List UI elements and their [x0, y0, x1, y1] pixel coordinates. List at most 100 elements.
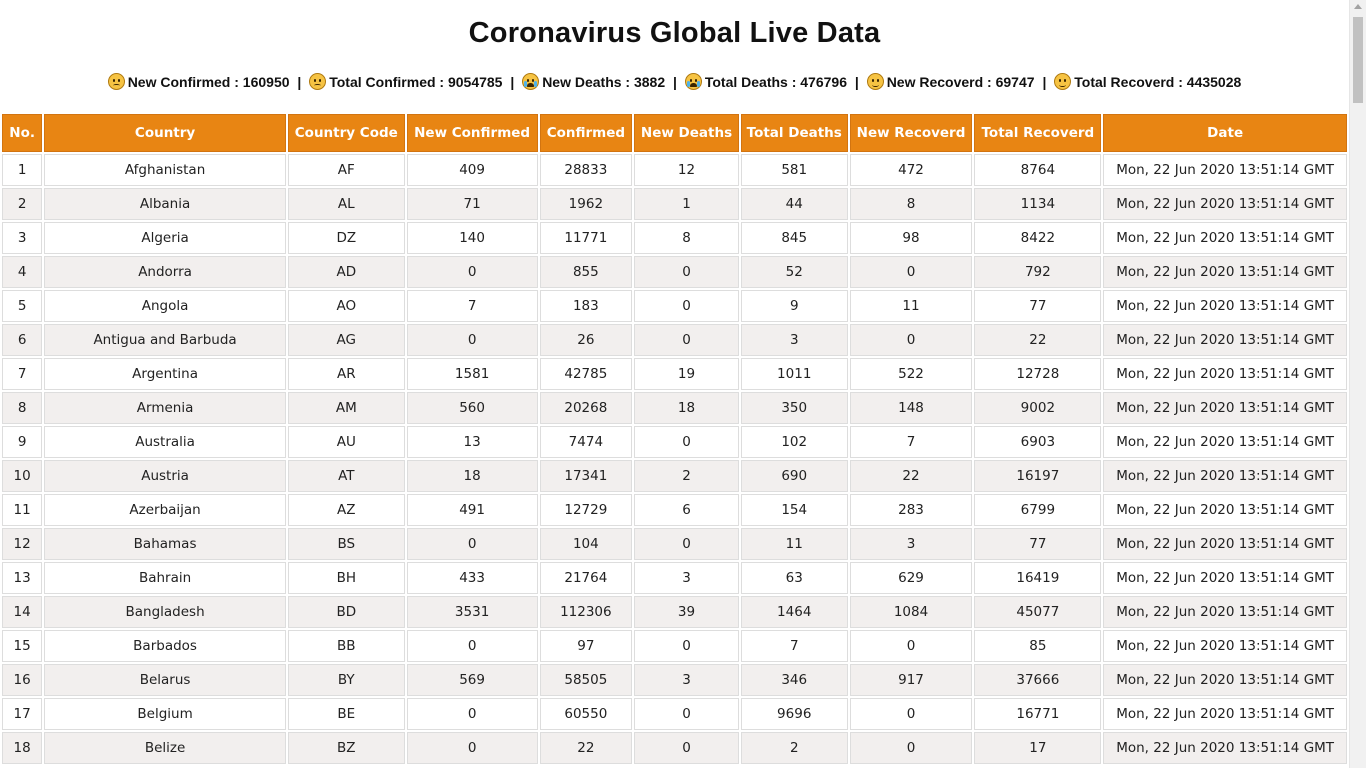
cell-total-recovered: 45077: [974, 596, 1102, 628]
cell-new-confirmed: 433: [406, 562, 538, 594]
cell-new-deaths: 6: [634, 494, 739, 526]
cell-total-recovered: 792: [974, 256, 1102, 288]
vertical-scrollbar[interactable]: [1349, 0, 1366, 768]
cell-country: Azerbaijan: [44, 494, 286, 526]
cell-new-confirmed: 560: [406, 392, 538, 424]
cell-no: 1: [2, 154, 43, 186]
cell-country-code: DZ: [287, 222, 405, 254]
header-new-confirmed: New Confirmed: [406, 114, 538, 152]
cell-total-recovered: 37666: [974, 664, 1102, 696]
cell-date: Mon, 22 Jun 2020 13:51:14 GMT: [1103, 596, 1347, 628]
header-total-recovered: Total Recoverd: [974, 114, 1102, 152]
crying-face-icon: [684, 73, 702, 90]
header-country: Country: [44, 114, 286, 152]
cell-date: Mon, 22 Jun 2020 13:51:14 GMT: [1103, 188, 1347, 220]
cell-no: 5: [2, 290, 43, 322]
cell-date: Mon, 22 Jun 2020 13:51:14 GMT: [1103, 358, 1347, 390]
cell-date: Mon, 22 Jun 2020 13:51:14 GMT: [1103, 562, 1347, 594]
scrollbar-thumb[interactable]: [1353, 17, 1363, 103]
cell-confirmed: 21764: [539, 562, 633, 594]
cell-country: Belgium: [44, 698, 286, 730]
cell-total-recovered: 8422: [974, 222, 1102, 254]
cell-total-deaths: 11: [740, 528, 848, 560]
cell-total-recovered: 16771: [974, 698, 1102, 730]
table-row: 12 Bahamas BS 0 104 0 11 3 77 Mon, 22 Jun 2020 13…: [2, 528, 1347, 560]
cell-country: Bangladesh: [44, 596, 286, 628]
cell-date: Mon, 22 Jun 2020 13:51:14 GMT: [1103, 528, 1347, 560]
cell-total-deaths: 3: [740, 324, 848, 356]
cell-new-deaths: 0: [634, 324, 739, 356]
smiling-face-icon: [1054, 73, 1072, 90]
cell-date: Mon, 22 Jun 2020 13:51:14 GMT: [1103, 256, 1347, 288]
cell-country: Austria: [44, 460, 286, 492]
scroll-up-arrow-icon[interactable]: [1354, 4, 1362, 9]
cell-new-confirmed: 140: [406, 222, 538, 254]
cell-total-deaths: 52: [740, 256, 848, 288]
cell-country-code: AR: [287, 358, 405, 390]
cell-new-recovered: 11: [849, 290, 973, 322]
sad-face-icon: [309, 73, 327, 90]
cell-confirmed: 12729: [539, 494, 633, 526]
cell-new-deaths: 3: [634, 562, 739, 594]
table-row: 6 Antigua and Barbuda AG 0 26 0 3 0 22 Mon, 22 Ju…: [2, 324, 1347, 356]
cell-total-deaths: 346: [740, 664, 848, 696]
cell-confirmed: 60550: [539, 698, 633, 730]
cell-total-deaths: 1464: [740, 596, 848, 628]
cell-total-recovered: 85: [974, 630, 1102, 662]
table-row: 4 Andorra AD 0 855 0 52 0 792 Mon, 22 Jun 2020 13…: [2, 256, 1347, 288]
cell-country: Albania: [44, 188, 286, 220]
cell-date: Mon, 22 Jun 2020 13:51:14 GMT: [1103, 630, 1347, 662]
cell-new-confirmed: 491: [406, 494, 538, 526]
cell-date: Mon, 22 Jun 2020 13:51:14 GMT: [1103, 732, 1347, 764]
cell-confirmed: 7474: [539, 426, 633, 458]
cell-new-confirmed: 0: [406, 528, 538, 560]
table-row: 2 Albania AL 71 1962 1 44 8 1134 Mon, 22 Jun 2020…: [2, 188, 1347, 220]
cell-confirmed: 42785: [539, 358, 633, 390]
cell-country-code: BS: [287, 528, 405, 560]
cell-total-deaths: 63: [740, 562, 848, 594]
cell-new-deaths: 0: [634, 256, 739, 288]
cell-confirmed: 17341: [539, 460, 633, 492]
cell-new-confirmed: 13: [406, 426, 538, 458]
cell-new-recovered: 629: [849, 562, 973, 594]
summary-separator: |: [510, 74, 515, 90]
cell-new-recovered: 3: [849, 528, 973, 560]
cell-new-deaths: 8: [634, 222, 739, 254]
table-row: 7 Argentina AR 1581 42785 19 1011 522 12728 Mon, …: [2, 358, 1347, 390]
cell-no: 3: [2, 222, 43, 254]
cell-no: 10: [2, 460, 43, 492]
cell-total-recovered: 77: [974, 528, 1102, 560]
cell-confirmed: 28833: [539, 154, 633, 186]
cell-new-recovered: 1084: [849, 596, 973, 628]
summary-new-recovered: New Recoverd : 69747: [886, 74, 1035, 90]
cell-total-recovered: 77: [974, 290, 1102, 322]
cell-country: Antigua and Barbuda: [44, 324, 286, 356]
cell-no: 2: [2, 188, 43, 220]
cell-no: 8: [2, 392, 43, 424]
summary-total-deaths: Total Deaths : 476796: [704, 74, 847, 90]
table-row: 13 Bahrain BH 433 21764 3 63 629 16419 Mon, 22 Ju…: [2, 562, 1347, 594]
cell-country: Bahamas: [44, 528, 286, 560]
table-body: 1 Afghanistan AF 409 28833 12 581 472 8764 Mon, 2…: [2, 154, 1347, 764]
table-row: 15 Barbados BB 0 97 0 7 0 85 Mon, 22 Jun 2020 13:…: [2, 630, 1347, 662]
summary-new-deaths: New Deaths : 3882: [542, 74, 666, 90]
cell-new-deaths: 0: [634, 698, 739, 730]
cell-total-recovered: 22: [974, 324, 1102, 356]
cell-total-recovered: 9002: [974, 392, 1102, 424]
cell-total-recovered: 12728: [974, 358, 1102, 390]
cell-no: 13: [2, 562, 43, 594]
cell-total-recovered: 16419: [974, 562, 1102, 594]
cell-no: 14: [2, 596, 43, 628]
cell-total-deaths: 102: [740, 426, 848, 458]
cell-country: Belarus: [44, 664, 286, 696]
cell-new-recovered: 148: [849, 392, 973, 424]
cell-new-recovered: 22: [849, 460, 973, 492]
cell-new-deaths: 0: [634, 528, 739, 560]
cell-new-recovered: 98: [849, 222, 973, 254]
cell-country-code: BB: [287, 630, 405, 662]
page-title: Coronavirus Global Live Data: [468, 17, 881, 49]
cell-no: 18: [2, 732, 43, 764]
cell-new-confirmed: 0: [406, 256, 538, 288]
cell-new-deaths: 12: [634, 154, 739, 186]
